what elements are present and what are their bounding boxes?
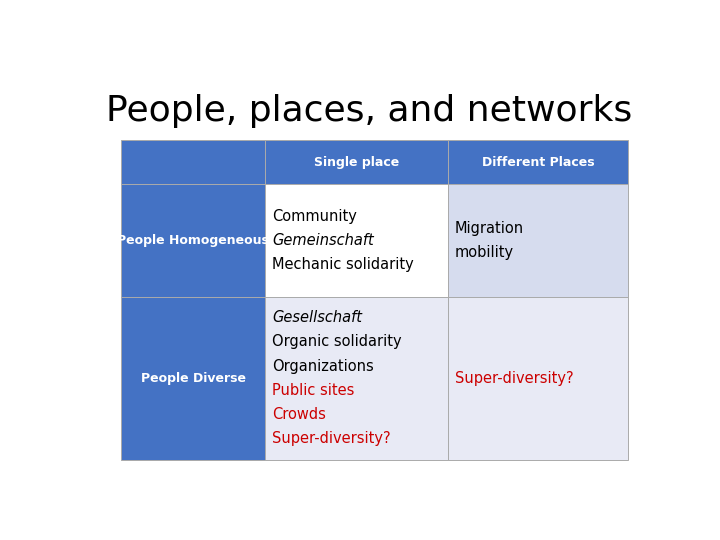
Bar xyxy=(121,185,266,296)
Text: Community: Community xyxy=(272,209,357,224)
Bar xyxy=(266,296,449,460)
Text: Gesellschaft: Gesellschaft xyxy=(272,310,362,326)
Text: People Homogeneous: People Homogeneous xyxy=(117,234,269,247)
Text: People Diverse: People Diverse xyxy=(140,372,246,384)
Text: Public sites: Public sites xyxy=(272,383,354,398)
Text: mobility: mobility xyxy=(455,245,514,260)
Bar xyxy=(449,296,629,460)
Bar xyxy=(266,140,449,185)
Text: Organic solidarity: Organic solidarity xyxy=(272,334,402,349)
Text: Crowds: Crowds xyxy=(272,407,326,422)
Text: Super-diversity?: Super-diversity? xyxy=(455,370,574,386)
Text: Single place: Single place xyxy=(314,156,400,168)
Text: Organizations: Organizations xyxy=(272,359,374,374)
Bar xyxy=(121,296,266,460)
Bar xyxy=(266,185,449,296)
Text: People, places, and networks: People, places, and networks xyxy=(106,94,632,128)
Text: Gemeinschaft: Gemeinschaft xyxy=(272,233,374,248)
Text: Super-diversity?: Super-diversity? xyxy=(272,431,391,446)
Bar xyxy=(121,140,266,185)
Bar xyxy=(449,185,629,296)
Bar xyxy=(449,140,629,185)
Text: Different Places: Different Places xyxy=(482,156,595,168)
Text: Migration: Migration xyxy=(455,221,524,236)
Text: Mechanic solidarity: Mechanic solidarity xyxy=(272,257,414,272)
